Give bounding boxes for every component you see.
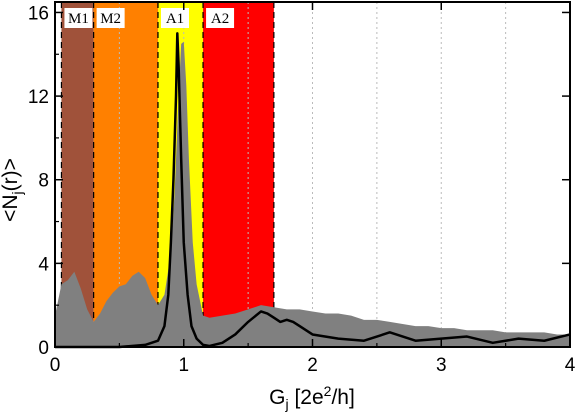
region-label-bg <box>161 8 189 28</box>
region-label-m2: M2 <box>100 11 121 27</box>
y-tick-label: 4 <box>38 254 49 275</box>
gray-area-series <box>55 41 570 348</box>
y-tick-label: 0 <box>38 338 49 359</box>
x-tick-label: 2 <box>307 355 318 376</box>
region-labels: M1 M2 A1 A2 <box>64 8 235 28</box>
x-tick-label: 1 <box>178 355 189 376</box>
y-tick-label: 16 <box>28 3 49 24</box>
region-band-a2 <box>203 2 274 347</box>
y-tick-label: 12 <box>28 87 49 108</box>
x-axis-label: Gj [2e2/h] <box>269 383 355 412</box>
region-label-m1: M1 <box>68 11 89 27</box>
x-tick-label: 4 <box>565 355 576 376</box>
region-label-bg <box>64 8 93 28</box>
data-series <box>55 32 571 349</box>
region-label-a2: A2 <box>211 11 229 27</box>
region-label-bg <box>206 8 235 28</box>
y-tick-label: 8 <box>38 171 49 192</box>
x-tick-label: 3 <box>436 355 447 376</box>
y-axis-label: <Nj(r)> <box>0 158 25 222</box>
black-line-series <box>55 32 571 349</box>
region-label-a1: A1 <box>166 11 184 27</box>
x-tick-label: 0 <box>50 355 61 376</box>
region-label-bg <box>96 8 125 28</box>
